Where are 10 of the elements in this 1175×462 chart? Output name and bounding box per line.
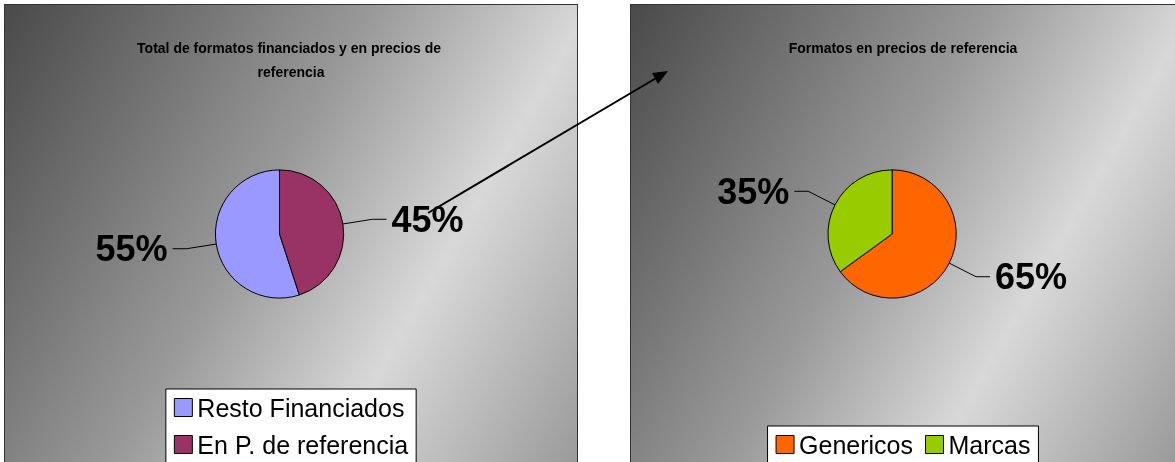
data-label: 55% <box>95 228 168 270</box>
data-label: 35% <box>717 170 790 212</box>
chart-title: Total de formatos financiados y en precios de referencia <box>137 40 445 80</box>
legend-label: Resto Financiados <box>197 393 405 422</box>
chart-title: Formatos en precios de referencia <box>788 40 1018 56</box>
legend-label: Marcas <box>948 430 1031 459</box>
data-label: 65% <box>994 256 1068 298</box>
legend-label: En P. de referencia <box>197 430 409 459</box>
data-label: 45% <box>391 198 464 240</box>
legend-label: Genericos <box>799 430 913 459</box>
